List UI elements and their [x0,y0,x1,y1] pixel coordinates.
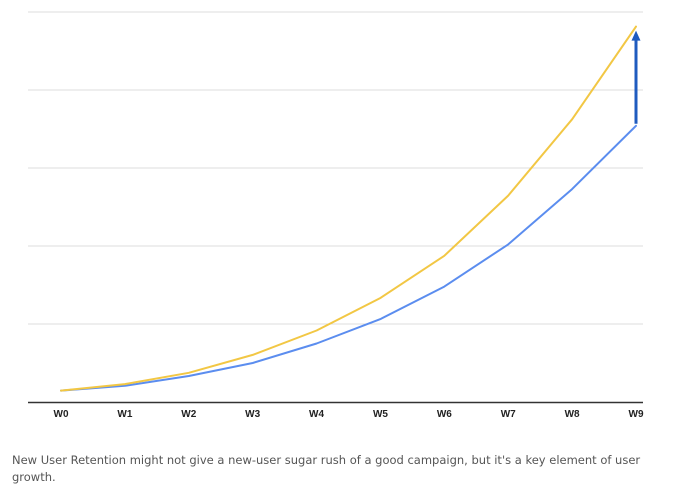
series-line-1 [60,124,637,392]
x-tick-label: W5 [373,409,388,420]
x-tick-label: W7 [501,409,516,420]
retention-line-chart: W0 W1 W2 W3 W4 W5 W6 W7 W8 W9 [28,11,644,420]
gridlines [28,11,643,325]
annotations [631,30,641,124]
series-line-2 [60,25,637,392]
x-tick-labels: W0 W1 W2 W3 W4 W5 W6 W7 W8 W9 [54,409,644,420]
series-lines [60,25,637,392]
x-tick-label: W8 [565,409,580,420]
x-tick-label: W6 [437,409,452,420]
annotation-arrow-head [631,30,641,41]
x-tick-label: W4 [309,409,324,420]
x-tick-label: W9 [629,409,644,420]
x-tick-label: W2 [181,409,196,420]
x-tick-label: W3 [245,409,260,420]
x-tick-label: W0 [54,409,69,420]
figure-caption: New User Retention might not give a new-… [12,453,641,484]
x-tick-label: W1 [117,409,132,420]
